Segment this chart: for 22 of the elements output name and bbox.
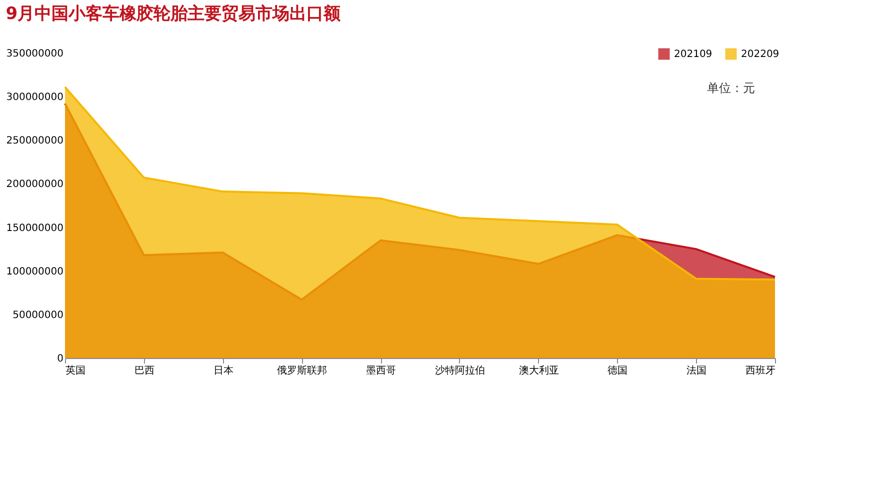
y-tick-label: 0 — [57, 354, 64, 364]
y-tick-label: 350000000 — [6, 48, 64, 60]
y-tick-label: 200000000 — [6, 179, 64, 190]
y-tick-label: 300000000 — [6, 92, 64, 104]
y-tick-label: 250000000 — [6, 136, 64, 147]
y-tick-label: 100000000 — [6, 266, 64, 278]
legend-label: 202209 — [741, 49, 780, 60]
x-tick-label: 巴西 — [134, 366, 154, 376]
x-tick-label: 英国 — [66, 364, 86, 376]
x-tick-label: 墨西哥 — [366, 366, 396, 376]
x-tick-label: 德国 — [608, 366, 628, 376]
y-tick-label: 50000000 — [12, 310, 64, 321]
x-tick-label: 日本 — [213, 364, 234, 376]
x-tick-label: 西班牙 — [746, 364, 776, 376]
x-tick-label: 澳大利亚 — [518, 364, 559, 376]
y-tick-label: 150000000 — [6, 222, 64, 234]
annotation: 单位：元 — [707, 81, 755, 95]
legend-label: 202109 — [674, 49, 712, 60]
x-tick-label: 法国 — [686, 364, 707, 376]
x-tick-label: 俄罗斯联邦 — [277, 364, 328, 376]
chart-title: 9月中国小客车橡胶轮胎主要贸易市场出口额 — [6, 4, 342, 24]
x-tick-label: 沙特阿拉伯 — [434, 364, 485, 376]
